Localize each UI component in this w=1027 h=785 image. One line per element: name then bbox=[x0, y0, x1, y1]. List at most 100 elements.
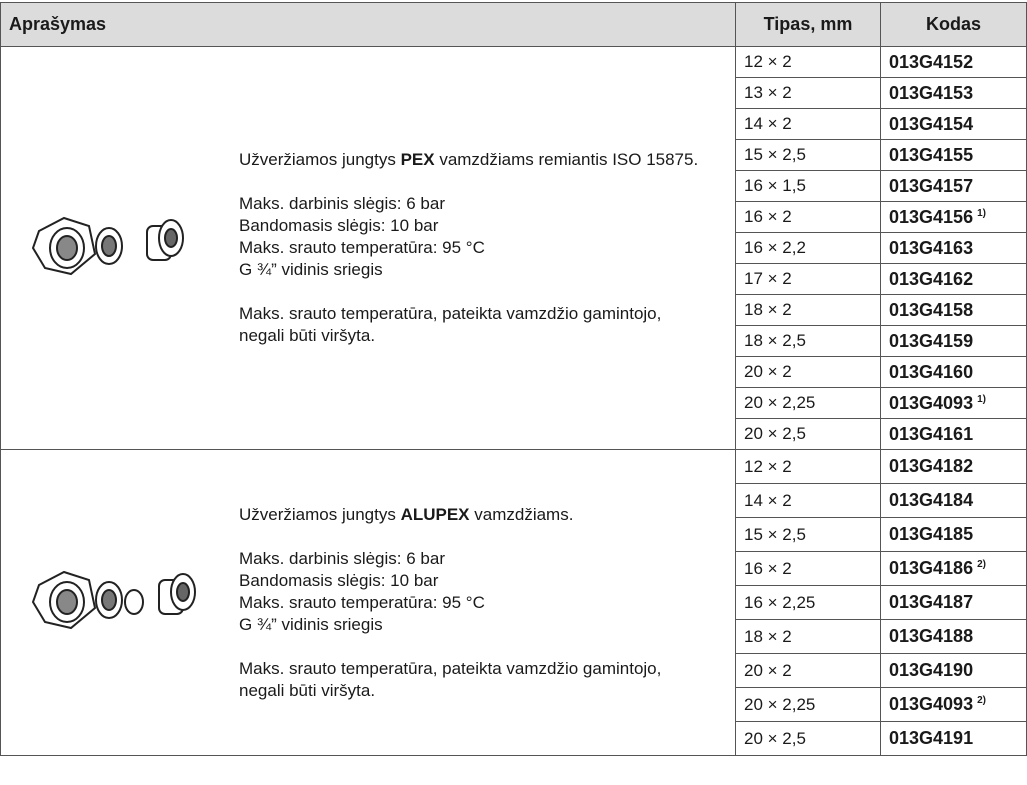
picture bbox=[9, 186, 239, 311]
type-cell: 18 × 2 bbox=[735, 619, 881, 654]
type-cell: 12 × 2 bbox=[735, 449, 881, 484]
description-cell: Užveržiamos jungtys PEX vamzdžiams remia… bbox=[0, 46, 736, 450]
type-cell: 18 × 2,5 bbox=[735, 325, 881, 357]
footnote-mark: 1) bbox=[977, 207, 986, 219]
code-cell: 013G4184 bbox=[880, 483, 1027, 518]
spacer bbox=[239, 636, 709, 658]
table-row: 16 × 1,5 013G4157 bbox=[1, 170, 1027, 202]
spec-line: G ¾” vidinis sriegis bbox=[239, 614, 383, 634]
footnote-mark: 2) bbox=[977, 695, 986, 706]
code-cell: 013G4186 2) bbox=[880, 551, 1027, 586]
intro-text: vamzdžiams. bbox=[469, 504, 574, 524]
type-cell: 20 × 2 bbox=[735, 653, 881, 688]
type-cell: 16 × 2 bbox=[735, 551, 881, 586]
intro-text: Užveržiamos jungtys bbox=[239, 504, 401, 524]
table-row: 13 × 2 013G4153 bbox=[1, 77, 1027, 109]
code-cell: 013G4156 1) bbox=[880, 201, 1027, 233]
spacer bbox=[239, 281, 709, 303]
header-cell: Tipas, mm bbox=[735, 2, 881, 47]
intro-text: vamzdžiams remiantis ISO 15875. bbox=[434, 150, 699, 169]
table-row: 20 × 2,5 013G4191 bbox=[1, 721, 1027, 756]
type-cell: 12 × 2 bbox=[735, 46, 881, 78]
code: 013G4186 bbox=[889, 558, 974, 578]
type-cell: 14 × 2 bbox=[735, 108, 881, 140]
table-row: 16 × 2,2 013G4163 bbox=[1, 232, 1027, 264]
code-cell: 013G4093 2) bbox=[880, 687, 1027, 722]
intro-text: Užveržiamos jungtys bbox=[239, 150, 401, 169]
code: 013G4093 bbox=[889, 694, 974, 714]
code-cell: 013G4188 bbox=[880, 619, 1027, 654]
code-cell: 013G4159 bbox=[880, 325, 1027, 357]
table-row: 20 × 2,25 013G4093 1) bbox=[1, 387, 1027, 419]
code: 013G4156 bbox=[889, 206, 974, 227]
code-cell: 013G4163 bbox=[880, 232, 1027, 264]
footnote-mark: 1) bbox=[977, 393, 986, 405]
header-row: Aprašymas Tipas, mm Kodas bbox=[0, 2, 1027, 47]
table-row: 15 × 2,5 013G4185 bbox=[1, 517, 1027, 552]
description-text: Užveržiamos jungtys ALUPEX vamzdžiams. Ma… bbox=[239, 504, 709, 702]
code-cell: 013G4191 bbox=[880, 721, 1027, 756]
header-cell: Aprašymas bbox=[0, 2, 736, 47]
code-cell: 013G4093 1) bbox=[880, 387, 1027, 419]
spec-line: Bandomasis slėgis: 10 bar bbox=[239, 570, 439, 590]
code-cell: 013G4185 bbox=[880, 517, 1027, 552]
type-cell: 20 × 2,25 bbox=[735, 387, 881, 419]
header-cell: Kodas bbox=[880, 2, 1027, 47]
type-cell: 16 × 2,2 bbox=[735, 232, 881, 264]
code-cell: 013G4182 bbox=[880, 449, 1027, 484]
type-cell: 16 × 2,25 bbox=[735, 585, 881, 620]
table-row: 17 × 2 013G4162 bbox=[1, 263, 1027, 295]
code-cell: 013G4157 bbox=[880, 170, 1027, 202]
table-row: 18 × 2,5 013G4159 bbox=[1, 325, 1027, 357]
fitting-icon bbox=[31, 216, 184, 275]
description: Užveržiamos jungtys PEX vamzdžiams remia… bbox=[9, 149, 727, 347]
spec-line: G ¾” vidinis sriegis bbox=[239, 260, 383, 279]
code-cell: 013G4161 bbox=[880, 418, 1027, 450]
table-row: 14 × 2 013G4184 bbox=[1, 483, 1027, 518]
table-row: 16 × 2,25 013G4187 bbox=[1, 585, 1027, 620]
footnote-mark: 2) bbox=[977, 559, 986, 570]
type-cell: 16 × 2 bbox=[735, 201, 881, 233]
intro: Užveržiamos jungtys PEX vamzdžiams remia… bbox=[239, 149, 709, 171]
spec-line: Maks. srauto temperatūra: 95 °C bbox=[239, 238, 485, 257]
table-row: 16 × 2 013G4156 1) bbox=[1, 201, 1027, 233]
table-row: Užveržiamos jungtys PEX vamzdžiams remia… bbox=[0, 46, 1027, 450]
table-row: 18 × 2 013G4158 bbox=[1, 294, 1027, 326]
code-cell: 013G4158 bbox=[880, 294, 1027, 326]
type-cell: 20 × 2 bbox=[735, 356, 881, 388]
code-cell: 013G4152 bbox=[880, 46, 1027, 78]
code-cell: 013G4155 bbox=[880, 139, 1027, 171]
type-cell: 18 × 2 bbox=[735, 294, 881, 326]
type-cell: 14 × 2 bbox=[735, 483, 881, 518]
table-row: 20 × 2 013G4190 bbox=[1, 653, 1027, 688]
type-cell: 17 × 2 bbox=[735, 263, 881, 295]
description-cell: Užveržiamos jungtys ALUPEX vamzdžiams. Ma… bbox=[0, 449, 736, 756]
code-cell: 013G4187 bbox=[880, 585, 1027, 620]
type-cell: 20 × 2,5 bbox=[735, 721, 881, 756]
note: Maks. srauto temperatūra, pateikta vamzd… bbox=[239, 304, 662, 345]
code-cell: 013G4154 bbox=[880, 108, 1027, 140]
code-cell: 013G4190 bbox=[880, 653, 1027, 688]
spacer bbox=[239, 171, 709, 193]
table-row: 15 × 2,5 013G4155 bbox=[1, 139, 1027, 171]
spec-line: Bandomasis slėgis: 10 bar bbox=[239, 216, 439, 235]
description: Užveržiamos jungtys ALUPEX vamzdžiams. Ma… bbox=[9, 504, 727, 702]
code-cell: 013G4153 bbox=[880, 77, 1027, 109]
type-cell: 13 × 2 bbox=[735, 77, 881, 109]
table-row: Užveržiamos jungtys ALUPEX vamzdžiams. Ma… bbox=[0, 449, 1027, 756]
description-text: Užveržiamos jungtys PEX vamzdžiams remia… bbox=[239, 149, 709, 347]
picture bbox=[9, 540, 239, 665]
intro: Užveržiamos jungtys ALUPEX vamzdžiams. bbox=[239, 504, 709, 526]
code-cell: 013G4162 bbox=[880, 263, 1027, 295]
table-row: 20 × 2,5 013G4161 bbox=[1, 418, 1027, 450]
type-cell: 16 × 1,5 bbox=[735, 170, 881, 202]
note: Maks. srauto temperatūra, pateikta vamzd… bbox=[239, 658, 662, 700]
code-cell: 013G4160 bbox=[880, 356, 1027, 388]
code: 013G4093 bbox=[889, 392, 974, 413]
type-cell: 20 × 2,5 bbox=[735, 418, 881, 450]
table-row: 20 × 2 013G4160 bbox=[1, 356, 1027, 388]
fitting-icon bbox=[31, 570, 196, 630]
type-cell: 20 × 2,25 bbox=[735, 687, 881, 722]
table-row: 18 × 2 013G4188 bbox=[1, 619, 1027, 654]
